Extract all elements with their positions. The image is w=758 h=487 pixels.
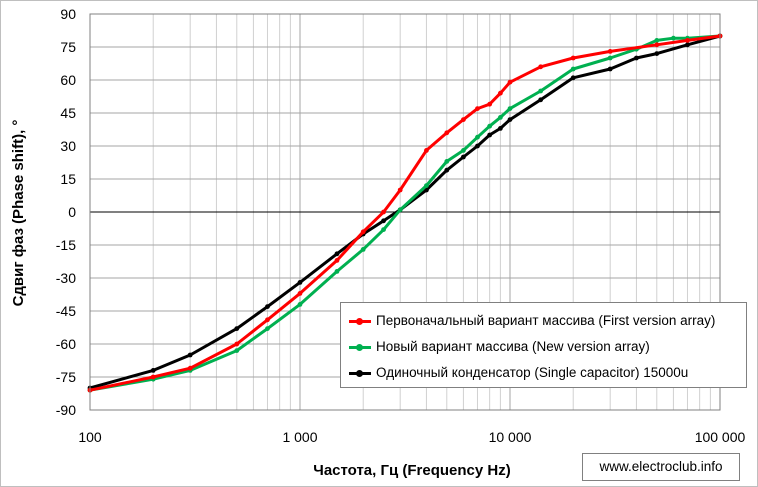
data-point bbox=[187, 365, 193, 371]
series-2 bbox=[87, 33, 723, 391]
legend-label: Новый вариант массива (New version array… bbox=[376, 339, 650, 354]
legend-item-first-version: Первоначальный вариант массива (First ve… bbox=[341, 308, 746, 334]
data-point bbox=[685, 42, 690, 48]
data-point bbox=[234, 341, 240, 347]
x-tick-label: 1 000 bbox=[282, 429, 317, 445]
data-point bbox=[360, 229, 366, 235]
y-tick-label: -90 bbox=[56, 402, 76, 418]
data-point bbox=[634, 55, 639, 61]
data-point bbox=[685, 38, 690, 43]
data-point bbox=[334, 251, 340, 257]
data-point bbox=[424, 183, 429, 189]
data-point bbox=[654, 42, 660, 48]
x-tick-label: 100 000 bbox=[695, 429, 746, 445]
data-point bbox=[265, 326, 270, 331]
legend: Первоначальный вариант массива (First ve… bbox=[340, 302, 747, 388]
data-point bbox=[507, 79, 513, 85]
data-point bbox=[570, 66, 576, 72]
y-axis-title: Сдвиг фаз (Phase shift), ° bbox=[10, 120, 27, 307]
y-tick-label: -15 bbox=[56, 237, 76, 253]
data-point bbox=[475, 106, 480, 111]
data-point bbox=[507, 117, 513, 122]
data-point bbox=[570, 55, 576, 61]
data-point bbox=[265, 304, 270, 309]
y-tick-label: -45 bbox=[56, 303, 76, 319]
x-tick-label: 100 bbox=[78, 429, 102, 445]
data-point bbox=[150, 368, 156, 373]
series-0 bbox=[87, 33, 723, 393]
legend-item-new-version: Новый вариант массива (New version array… bbox=[341, 334, 746, 360]
data-point bbox=[444, 130, 450, 136]
data-point bbox=[444, 167, 450, 173]
data-point bbox=[507, 106, 513, 111]
y-tick-label: 30 bbox=[60, 138, 76, 154]
y-tick-label: -75 bbox=[56, 369, 76, 385]
data-point bbox=[538, 64, 544, 70]
data-point bbox=[538, 97, 544, 103]
data-point bbox=[150, 374, 156, 380]
data-point bbox=[397, 207, 403, 213]
y-tick-label: 90 bbox=[60, 6, 76, 22]
legend-swatch-green bbox=[349, 344, 371, 351]
x-tick-labels: 100 1 000 10 000 100 000 bbox=[78, 429, 745, 445]
data-point bbox=[607, 49, 613, 54]
legend-swatch-red bbox=[349, 318, 371, 325]
data-point bbox=[607, 55, 613, 61]
data-point bbox=[487, 132, 493, 138]
y-tick-label: 45 bbox=[60, 105, 76, 121]
y-tick-label: 60 bbox=[60, 72, 76, 88]
legend-label: Первоначальный вариант массива (First ve… bbox=[376, 313, 716, 328]
data-point bbox=[297, 291, 303, 296]
data-point bbox=[671, 35, 676, 41]
data-point bbox=[570, 75, 576, 81]
data-point bbox=[334, 258, 340, 263]
data-point bbox=[607, 66, 613, 72]
y-tick-labels: 90 75 60 45 30 15 0 -15 -30 -45 -60 -75 -90 bbox=[56, 6, 76, 418]
data-point bbox=[654, 38, 660, 43]
data-point bbox=[187, 352, 193, 358]
legend-label: Одиночный конденсатор (Single capacitor)… bbox=[376, 365, 689, 380]
plot-border bbox=[89, 13, 721, 411]
data-point bbox=[381, 209, 386, 215]
data-point bbox=[497, 115, 503, 120]
data-point bbox=[424, 148, 429, 153]
y-tick-label: 75 bbox=[60, 39, 76, 55]
data-point bbox=[381, 227, 386, 233]
y-tick-label: -30 bbox=[56, 270, 76, 286]
series-line bbox=[88, 34, 722, 390]
data-point bbox=[461, 148, 466, 153]
data-point bbox=[297, 280, 303, 285]
legend-item-single-capacitor: Одиночный конденсатор (Single capacitor)… bbox=[341, 360, 746, 386]
data-point bbox=[487, 101, 493, 107]
data-point bbox=[334, 269, 340, 274]
data-point bbox=[497, 90, 503, 96]
data-point bbox=[234, 348, 240, 353]
y-tick-label: -60 bbox=[56, 336, 76, 352]
data-point bbox=[538, 88, 544, 94]
watermark: www.electroclub.info bbox=[582, 453, 740, 481]
data-point bbox=[444, 159, 450, 164]
data-point bbox=[461, 117, 466, 122]
legend-swatch-black bbox=[349, 370, 371, 377]
data-point bbox=[397, 187, 403, 193]
data-point bbox=[297, 302, 303, 307]
y-tick-label: 0 bbox=[68, 204, 76, 220]
data-point bbox=[497, 126, 503, 131]
data-point bbox=[381, 218, 386, 224]
data-point bbox=[265, 317, 270, 323]
data-point bbox=[475, 143, 480, 149]
x-axis-title: Частота, Гц (Frequency Hz) bbox=[313, 462, 510, 479]
data-point bbox=[654, 51, 660, 56]
data-point bbox=[461, 154, 466, 160]
data-point bbox=[487, 123, 493, 129]
data-point bbox=[424, 187, 429, 193]
x-tick-label: 10 000 bbox=[489, 429, 532, 445]
data-point bbox=[360, 247, 366, 252]
data-point bbox=[234, 326, 240, 331]
y-tick-label: 15 bbox=[60, 171, 76, 187]
data-point bbox=[475, 134, 480, 140]
